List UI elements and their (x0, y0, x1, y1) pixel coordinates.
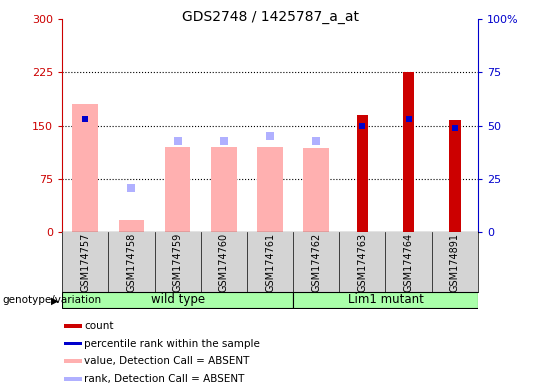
Bar (72, 104, 98, 232)
Text: GSM174760: GSM174760 (219, 233, 229, 291)
Text: percentile rank within the sample: percentile rank within the sample (84, 339, 260, 349)
Bar (303, 149, 329, 232)
Bar (64, 377, 82, 381)
Bar (119, 220, 144, 232)
Text: GSM174762: GSM174762 (311, 232, 321, 292)
Text: GDS2748 / 1425787_a_at: GDS2748 / 1425787_a_at (181, 10, 359, 23)
Bar (211, 147, 237, 232)
Text: rank, Detection Call = ABSENT: rank, Detection Call = ABSENT (84, 374, 245, 384)
Bar (64, 324, 82, 328)
Bar (257, 147, 283, 232)
Text: wild type: wild type (151, 293, 205, 306)
Bar (356, 115, 368, 232)
Text: GSM174759: GSM174759 (173, 232, 183, 292)
Text: ▶: ▶ (51, 295, 58, 305)
Bar (64, 359, 82, 363)
Text: GSM174758: GSM174758 (126, 232, 137, 292)
Text: GSM174764: GSM174764 (403, 233, 414, 291)
Text: GSM174757: GSM174757 (80, 232, 90, 292)
Text: genotype/variation: genotype/variation (3, 295, 102, 305)
Bar (293, 291, 478, 308)
Bar (62, 291, 293, 308)
Bar (64, 341, 82, 346)
Text: GSM174891: GSM174891 (450, 233, 460, 291)
Text: value, Detection Call = ABSENT: value, Detection Call = ABSENT (84, 356, 250, 366)
Text: GSM174763: GSM174763 (357, 233, 367, 291)
Text: GSM174761: GSM174761 (265, 233, 275, 291)
Bar (403, 73, 414, 232)
Bar (165, 147, 190, 232)
Text: count: count (84, 321, 114, 331)
Bar (449, 120, 461, 232)
Text: Lim1 mutant: Lim1 mutant (348, 293, 423, 306)
